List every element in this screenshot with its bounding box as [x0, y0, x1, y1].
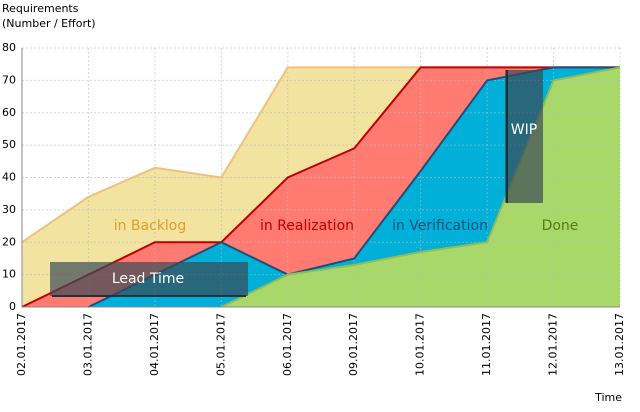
series-label: Done	[542, 218, 579, 234]
y-tick-label: 30	[2, 203, 16, 216]
x-tick-label: 10.01.2017	[414, 313, 427, 376]
y-tick-label: 0	[9, 300, 16, 313]
x-tick-label: 05.01.2017	[214, 313, 227, 376]
x-axis-label: Time	[594, 391, 622, 404]
y-tick-label: 40	[2, 171, 16, 184]
x-tick-label: 03.01.2017	[81, 313, 94, 376]
series-label: in Verification	[392, 218, 488, 234]
series-line	[21, 66, 620, 308]
series-line	[220, 66, 621, 308]
y-axis-label: Requirements	[2, 2, 79, 15]
x-tick-label: 09.01.2017	[347, 313, 360, 376]
wip-box	[505, 70, 543, 203]
x-tick-label: 06.01.2017	[281, 313, 294, 376]
series-label: in Realization	[260, 218, 354, 234]
y-tick-label: 10	[2, 268, 16, 281]
x-tick-label: 11.01.2017	[480, 313, 493, 376]
lead-time-box	[50, 262, 248, 296]
y-axis-label: (Number / Effort)	[2, 17, 96, 30]
annotation: WIP	[511, 122, 537, 138]
x-tick-label: 04.01.2017	[148, 313, 161, 376]
y-tick-label: 70	[2, 73, 16, 86]
x-tick-label: 13.01.2017	[613, 313, 626, 376]
series-label: in Backlog	[114, 218, 187, 234]
x-tick-label: 02.01.2017	[15, 313, 28, 376]
annotation: Lead Time	[112, 271, 184, 287]
y-tick-label: 80	[2, 41, 16, 54]
x-tick-label: 12.01.2017	[547, 313, 560, 376]
area	[221, 67, 621, 307]
y-tick-label: 20	[2, 235, 16, 248]
y-tick-label: 60	[2, 106, 16, 119]
y-tick-label: 50	[2, 138, 16, 151]
